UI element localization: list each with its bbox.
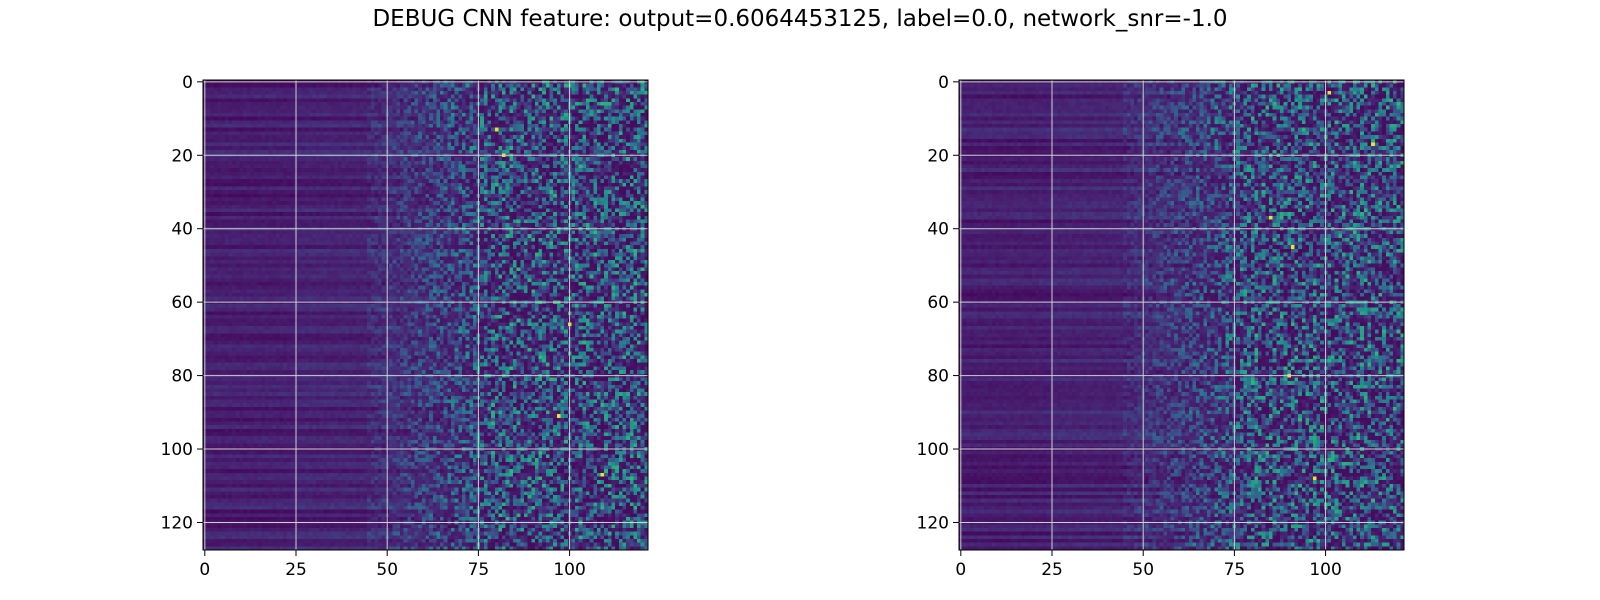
x-tick-label: 75 — [468, 560, 490, 580]
heatmap-panel-left: 0 25 50 75 100 0 20 40 60 80 100 120 — [161, 73, 648, 580]
y-tick-label: 0 — [182, 73, 193, 93]
y-tick-label: 80 — [171, 367, 193, 387]
y-tick-label: 40 — [927, 220, 949, 240]
x-tick-label: 0 — [955, 560, 966, 580]
y-tick-label: 100 — [917, 440, 949, 460]
y-tick-label: 60 — [171, 293, 193, 313]
y-tick-label: 0 — [938, 73, 949, 93]
y-tick-label: 80 — [927, 367, 949, 387]
y-tick-label: 20 — [171, 146, 193, 166]
x-tick-label: 100 — [553, 560, 585, 580]
x-tick-label: 25 — [285, 560, 307, 580]
y-tick-label: 60 — [927, 293, 949, 313]
heatmap-cells — [959, 80, 1404, 550]
y-tick-label: 100 — [161, 440, 193, 460]
y-tick-label: 40 — [171, 220, 193, 240]
x-tick-label: 50 — [376, 560, 398, 580]
x-tick-label: 100 — [1309, 560, 1341, 580]
y-tick-label: 20 — [927, 146, 949, 166]
y-tick-label: 120 — [917, 513, 949, 533]
x-tick-label: 25 — [1041, 560, 1063, 580]
heatmap-cells — [203, 80, 648, 550]
x-tick-label: 50 — [1132, 560, 1154, 580]
y-tick-label: 120 — [161, 513, 193, 533]
x-tick-label: 0 — [199, 560, 210, 580]
heatmap-panel-right: 0 25 50 75 100 0 20 40 60 80 100 120 — [917, 73, 1404, 580]
x-tick-label: 75 — [1224, 560, 1246, 580]
